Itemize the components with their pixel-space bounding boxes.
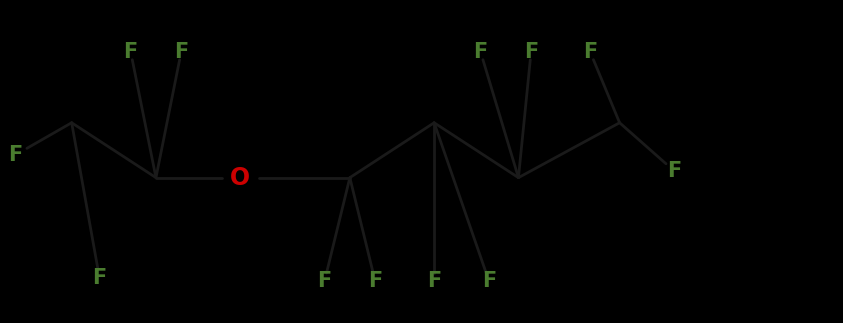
Text: F: F (524, 42, 538, 62)
Text: F: F (427, 271, 441, 291)
Text: F: F (368, 271, 382, 291)
Text: F: F (583, 42, 597, 62)
Text: F: F (318, 271, 331, 291)
Text: O: O (230, 166, 250, 190)
Text: F: F (93, 268, 106, 288)
Text: F: F (8, 145, 22, 165)
Text: F: F (175, 42, 188, 62)
Text: F: F (482, 271, 496, 291)
Text: F: F (124, 42, 137, 62)
Text: F: F (474, 42, 487, 62)
Text: F: F (668, 161, 681, 181)
